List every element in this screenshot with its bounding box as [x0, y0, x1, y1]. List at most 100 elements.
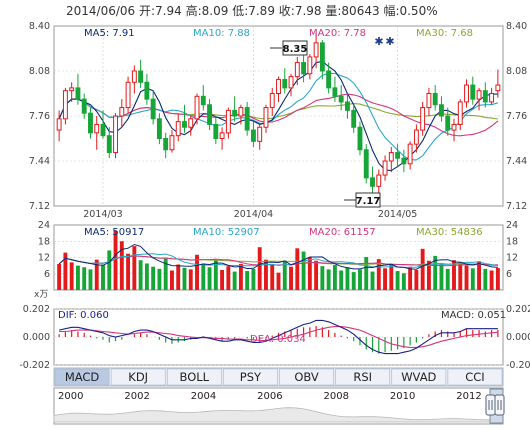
candle-body: [119, 107, 125, 117]
tab-label[interactable]: RSI: [353, 370, 372, 384]
volume-ma5-line: [58, 243, 498, 270]
tab-obv[interactable]: OBV: [279, 368, 334, 386]
volume-bar: [320, 266, 325, 290]
volume-bar: [213, 260, 218, 290]
tab-label[interactable]: OBV: [294, 370, 319, 384]
tab-wvad[interactable]: WVAD: [391, 368, 447, 386]
macd-tick-left: -0.202: [19, 360, 50, 371]
candle-body: [225, 109, 231, 134]
price-tick-left: 7.12: [29, 201, 50, 212]
volume-bar: [458, 261, 463, 290]
tab-background[interactable]: [447, 368, 503, 386]
timeline-overview-area: [53, 407, 504, 423]
volume-bar: [101, 264, 105, 290]
dea-label: DEA: 0.034: [250, 334, 306, 345]
dea-line: [59, 326, 498, 348]
macd-panel: 0.202 0.202 0.000 0.000 -0.202 -0.202 DIF: 0.…: [19, 304, 530, 371]
candle-body: [138, 70, 144, 83]
low-label: 低:: [232, 4, 248, 18]
candle-body: [407, 143, 413, 165]
timeline-year-label: 2010: [390, 391, 415, 402]
volume-bar: [395, 271, 400, 290]
candle-body: [144, 81, 150, 100]
star-icon[interactable]: ✱: [385, 35, 394, 48]
candle-body: [188, 118, 194, 128]
max-marker-box: [282, 40, 308, 56]
candle-body: [75, 87, 81, 100]
volume-bar: [75, 265, 80, 290]
volume-bar: [220, 269, 225, 290]
volume-bar: [483, 268, 488, 290]
candle: [413, 124, 419, 153]
candle: [269, 87, 275, 116]
tab-label[interactable]: KDJ: [128, 370, 148, 384]
tab-background[interactable]: [54, 368, 110, 386]
candle-body: [131, 70, 137, 83]
timeline-navigator[interactable]: 2000 2002 2004 2006 2008 2010 2012: [53, 387, 505, 425]
volume-bar: [201, 263, 206, 290]
volume-bar: [464, 265, 469, 290]
macd-tick-left: 0.202: [23, 304, 50, 315]
volume-bar: [188, 269, 193, 290]
candle: [100, 110, 106, 139]
tab-background[interactable]: [335, 368, 391, 386]
low-value: 7.89: [248, 4, 275, 18]
candle-body: [150, 98, 156, 120]
candle-body: [81, 98, 87, 114]
tab-background[interactable]: [110, 368, 166, 386]
volume-bar: [351, 272, 356, 290]
price-tick-right: 8.40: [506, 21, 527, 32]
tab-background[interactable]: [166, 368, 222, 386]
volume-bar: [307, 257, 312, 290]
candle: [175, 113, 181, 142]
volume-bar: [264, 259, 268, 290]
volume-bar: [301, 251, 306, 290]
tab-psy[interactable]: PSY: [223, 368, 278, 386]
min-marker-box: [355, 192, 381, 208]
volume-bar: [426, 260, 431, 290]
tab-label[interactable]: BOLL: [180, 370, 210, 384]
volume-bar: [82, 267, 87, 290]
macd-label: MACD: 0.051: [441, 310, 506, 321]
macd-y-axis: 0.202 0.202 0.000 0.000 -0.202 -0.202: [19, 304, 530, 371]
drag-handle-right[interactable]: [494, 394, 505, 416]
volume-bar: [63, 252, 68, 290]
volume-ma-lines: [58, 243, 499, 270]
timeline-drag-handle-icon[interactable]: [485, 394, 505, 416]
tab-background[interactable]: [279, 368, 334, 386]
candle-body: [113, 115, 118, 154]
candle-body: [451, 123, 457, 131]
candle: [401, 149, 407, 173]
tab-background[interactable]: [223, 368, 278, 386]
candle-body: [200, 95, 206, 106]
star-icon[interactable]: ✱: [374, 35, 383, 48]
volume-bar: [439, 264, 444, 290]
tab-cci[interactable]: CCI: [447, 368, 503, 386]
candle: [69, 82, 75, 102]
tab-label[interactable]: WVAD: [401, 370, 436, 384]
close-label: 收:: [279, 4, 295, 18]
tab-background[interactable]: [391, 368, 447, 386]
volume-bar: [226, 266, 231, 290]
open-value: 7.94: [155, 4, 182, 18]
tab-macd[interactable]: MACD: [54, 368, 110, 386]
tab-rsi[interactable]: RSI: [335, 368, 391, 386]
volume-bar: [251, 268, 256, 290]
tab-boll[interactable]: BOLL: [166, 368, 222, 386]
event-markers[interactable]: ✱ ✱: [374, 35, 394, 48]
candle: [319, 40, 325, 80]
volume-bar: [132, 246, 137, 290]
candle: [188, 116, 194, 136]
candle-body: [457, 101, 463, 125]
price-y-axis: 8.40 8.40 8.08 8.08 7.76 7.76 7.44 7.44 7.12 7.12: [29, 21, 527, 212]
candle-body: [276, 78, 281, 94]
candle-body: [439, 104, 444, 117]
volume-ma-label: MA10: 52907: [193, 227, 260, 238]
tab-kdj[interactable]: KDJ: [110, 368, 166, 386]
tab-label[interactable]: PSY: [240, 370, 262, 384]
candle-body: [332, 87, 338, 97]
tab-label[interactable]: CCI: [465, 370, 484, 384]
tab-label[interactable]: MACD: [65, 370, 100, 384]
drag-handle-left[interactable]: [485, 394, 496, 416]
